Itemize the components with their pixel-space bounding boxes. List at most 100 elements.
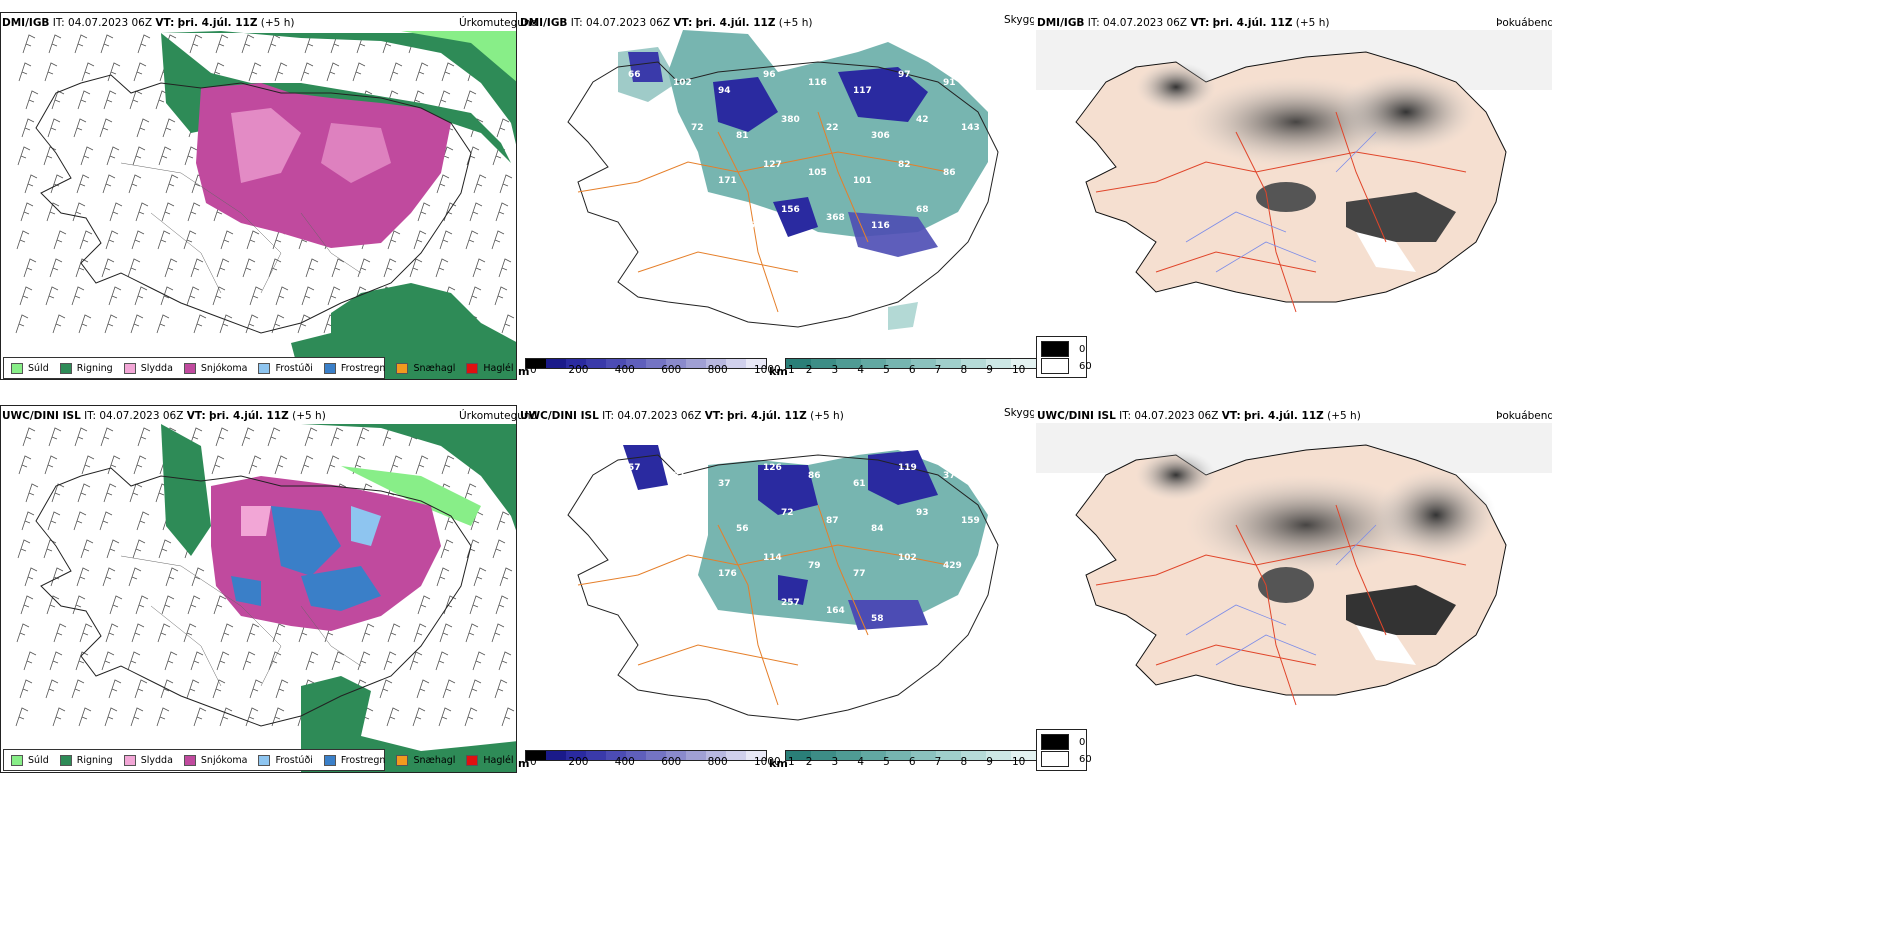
wind-barb bbox=[216, 651, 230, 671]
visibility-bar-tick: 9 bbox=[986, 364, 993, 376]
wind-barb bbox=[99, 511, 113, 531]
ceiling-colorbar-segment bbox=[746, 359, 766, 368]
wind-barb bbox=[53, 230, 67, 250]
wind-barb bbox=[80, 146, 94, 166]
wind-barb bbox=[439, 230, 453, 250]
wind-barb bbox=[21, 511, 35, 531]
ceiling-colorbar-segment bbox=[706, 359, 726, 368]
visibility-colorbar-segment bbox=[1011, 751, 1036, 760]
fog-key-label-60: 60 bbox=[1079, 360, 1092, 372]
wind-barb bbox=[464, 707, 478, 727]
ceiling-label: 72 bbox=[781, 508, 794, 518]
ceiling-colorbar-segment bbox=[606, 751, 626, 760]
wind-barb bbox=[383, 651, 397, 671]
visibility-colorbar-segment bbox=[861, 751, 886, 760]
ceiling-bar-tick: 600 bbox=[661, 364, 682, 376]
wind-barb bbox=[137, 34, 151, 54]
ceiling-label: 176 bbox=[718, 569, 737, 579]
visibility-bar-tick: 1 bbox=[788, 756, 795, 768]
wind-barb bbox=[267, 34, 281, 54]
wind-barb bbox=[297, 314, 311, 334]
wind-barb bbox=[189, 427, 203, 447]
ceiling-colorbar-segment bbox=[726, 359, 746, 368]
visibility-colorbar-segment bbox=[936, 751, 961, 760]
wind-barb bbox=[304, 427, 318, 447]
wind-barb bbox=[437, 90, 451, 110]
wind-barb bbox=[133, 455, 147, 475]
wind-barb bbox=[389, 62, 403, 82]
ceiling-label: 86 bbox=[943, 168, 956, 178]
wind-barb bbox=[387, 230, 401, 250]
wind-barb bbox=[491, 623, 505, 643]
wind-barb bbox=[19, 286, 33, 306]
wind-barb bbox=[415, 62, 429, 82]
wind-barb bbox=[162, 118, 176, 138]
wind-barb bbox=[20, 202, 34, 222]
visibility-bar-tick: 4 bbox=[857, 364, 865, 376]
fog-key-swatch-60 bbox=[1041, 751, 1069, 767]
wind-barb bbox=[18, 62, 32, 82]
visibility-bar-tick: 8 bbox=[960, 364, 968, 376]
ceiling-colorbar-segment bbox=[686, 359, 706, 368]
ceiling-label: 164 bbox=[826, 606, 845, 616]
ceiling-unit-top: m bbox=[518, 365, 530, 378]
wind-barb bbox=[275, 286, 289, 306]
ceiling-label: 368 bbox=[826, 213, 845, 223]
visibility-bar-tick: 5 bbox=[883, 756, 890, 768]
ceiling-label: 37 bbox=[718, 479, 731, 489]
wind-barb bbox=[246, 623, 260, 643]
wind-barb bbox=[53, 623, 67, 643]
wind-barb bbox=[501, 707, 515, 727]
wind-barb bbox=[164, 258, 178, 278]
header-top-fog: DMI/IGB IT: 04.07.2023 06Z VT: þri. 4.jú… bbox=[1037, 17, 1330, 29]
legend-label: Frostúði bbox=[275, 754, 313, 766]
ceiling-label: 141 bbox=[673, 561, 692, 571]
visibility-bar-tick: 6 bbox=[908, 364, 916, 376]
visibility-bar-tick: 5 bbox=[883, 364, 890, 376]
wind-barb bbox=[213, 595, 227, 615]
legend-swatch bbox=[123, 362, 136, 374]
wind-barb bbox=[75, 258, 89, 278]
visibility-colorbar-segment bbox=[811, 359, 836, 368]
wind-barb bbox=[46, 595, 60, 615]
wind-barb bbox=[136, 118, 150, 138]
wind-barb bbox=[463, 483, 477, 503]
wind-barb bbox=[300, 455, 314, 475]
legend-swatch bbox=[323, 754, 336, 766]
ceiling-label: 306 bbox=[871, 131, 890, 141]
visibility-bar-tick: 10 bbox=[1012, 364, 1026, 376]
wind-barb bbox=[220, 623, 234, 643]
wind-barb bbox=[441, 62, 455, 82]
wind-barb bbox=[23, 258, 37, 278]
wind-barb bbox=[440, 539, 454, 559]
wind-barb bbox=[104, 707, 118, 727]
wind-barb bbox=[47, 511, 61, 531]
wind-barb bbox=[157, 623, 171, 643]
legend-item: Frostúði bbox=[258, 362, 313, 374]
wind-barb bbox=[130, 707, 144, 727]
visibility-colorbar-segment bbox=[986, 751, 1011, 760]
legend-label: Frostúði bbox=[275, 362, 313, 374]
wind-barb bbox=[80, 539, 94, 559]
visibility-map-bottom: 57 31 37 126 86 61 119 37 70 68 56 72 87 84 93 159 121 14… bbox=[567, 445, 999, 721]
wind-barb bbox=[387, 623, 401, 643]
legend-item: Snjókoma bbox=[183, 754, 247, 766]
wind-barb bbox=[109, 595, 123, 615]
visibility-colorbar-segment bbox=[861, 359, 886, 368]
ceiling-colorbar-segment bbox=[566, 359, 586, 368]
ceiling-bar-tick: 800 bbox=[707, 756, 728, 768]
ceiling-bar-tick: 400 bbox=[614, 364, 635, 376]
wind-barb bbox=[25, 90, 39, 110]
wind-barb bbox=[498, 258, 512, 278]
wind-barb bbox=[108, 679, 122, 699]
ceiling-bar-tick: 600 bbox=[661, 756, 682, 768]
legend-item: Frostregn bbox=[323, 362, 385, 374]
legend-item: Rigning bbox=[59, 754, 113, 766]
wind-barb bbox=[48, 34, 62, 54]
wind-barb bbox=[326, 455, 340, 475]
wind-barb bbox=[50, 567, 64, 587]
legend-item: Snæhagl bbox=[396, 362, 455, 374]
legend-swatch bbox=[466, 362, 479, 374]
precip-type-panel-top: Súld Rigning Slydda Snjókoma Frostúði Frostre… bbox=[0, 12, 517, 380]
ceiling-label: 66 bbox=[628, 70, 641, 80]
